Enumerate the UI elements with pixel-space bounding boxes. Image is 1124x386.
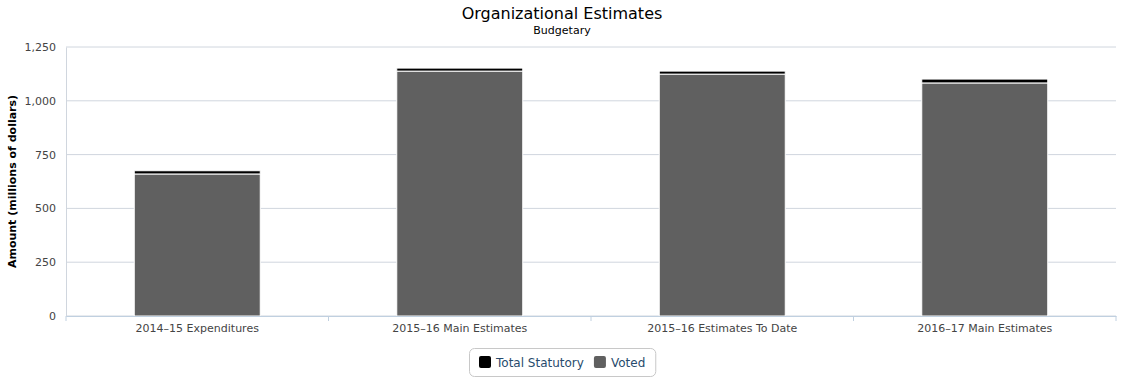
bar [659,74,785,316]
y-axis: 0 250 500 750 1,000 1,250 [25,41,67,323]
series [134,71,1048,316]
grid-line [66,47,1116,48]
x-separators [66,316,1116,321]
bar [134,174,260,316]
bar [397,71,523,316]
y-tick-label: 750 [35,149,56,162]
legend-label: Voted [611,356,645,370]
bar [922,79,1048,83]
x-tick-label: 2014–15 Expenditures [136,322,260,335]
y-tick-label: 1,250 [25,41,57,54]
y-axis-line [66,48,67,317]
y-tick-label: 500 [35,202,56,215]
legend: Total Statutory Voted [470,349,656,377]
y-tick: 250 [35,256,66,269]
legend-item[interactable]: Total Statutory [479,356,584,370]
x-tick: 2014–15 Expenditures [136,316,260,335]
x-tick: 2016–17 Main Estimates [917,316,1052,335]
x-separator [591,316,592,321]
x-tick-label: 2015–16 Main Estimates [392,322,527,335]
y-tick: 0 [49,310,66,323]
bar [134,171,260,174]
y-tick: 500 [35,202,66,215]
legend-swatch [479,356,491,368]
x-axis: 2014–15 Expenditures 2015–16 Main Estimat… [67,316,1117,335]
x-tick-label: 2015–16 Estimates To Date [647,322,797,335]
y-tick-label: 250 [35,256,56,269]
y-tick: 1,000 [25,95,67,108]
x-separator [328,316,329,321]
bar [922,83,1048,316]
x-separator [1116,316,1117,321]
bars [134,68,1048,316]
x-tick: 2015–16 Estimates To Date [647,316,797,335]
legend-item[interactable]: Voted [594,356,645,370]
x-tick: 2015–16 Main Estimates [392,316,527,335]
bar [659,71,785,74]
x-tick-label: 2016–17 Main Estimates [917,322,1052,335]
legend-label: Total Statutory [495,356,584,370]
x-separator [853,316,854,321]
series [134,68,1048,174]
y-tick-label: 0 [49,310,56,323]
y-axis-title: Amount (millions of dollars) [6,95,19,268]
legend-swatch [594,356,606,368]
y-tick: 1,250 [25,41,67,54]
grid [66,47,1116,316]
bar [397,68,523,71]
x-separator [66,316,67,321]
chart: Organizational EstimatesBudgetary Amount … [0,0,1124,386]
y-tick: 750 [35,149,66,162]
legend-box [470,349,656,377]
y-tick-label: 1,000 [25,95,57,108]
title: Organizational Estimates [462,4,663,23]
subtitle: Budgetary [533,24,591,37]
